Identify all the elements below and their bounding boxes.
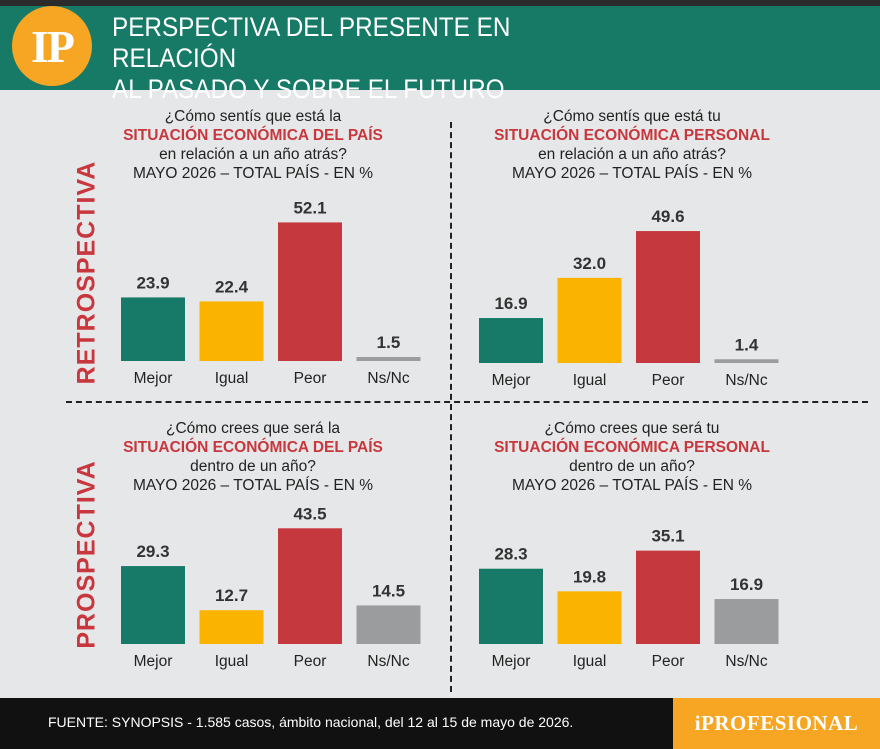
bar-peor [278, 528, 342, 644]
category-label-nsnc: Ns/Nc [367, 653, 409, 670]
data-label-nsnc: 1.4 [735, 335, 759, 354]
data-label-mejor: 29.3 [136, 542, 169, 561]
page-title-line1: PERSPECTIVA DEL PRESENTE EN RELACIÓN [112, 12, 511, 73]
data-label-mejor: 28.3 [494, 545, 527, 564]
ip-logo: IP [12, 6, 92, 86]
bar-nsnc [714, 599, 779, 644]
footer: FUENTE: SYNOPSIS - 1.585 casos, ámbito n… [0, 698, 880, 749]
category-label-igual: Igual [573, 372, 607, 389]
bar-mejor [121, 566, 185, 644]
question-line2: SITUACIÓN ECONÓMICA PERSONAL [494, 439, 770, 456]
category-label-igual: Igual [215, 370, 249, 387]
data-label-peor: 52.1 [293, 198, 326, 217]
question-line2: SITUACIÓN ECONÓMICA DEL PAÍS [123, 439, 383, 456]
chart-subtitle: MAYO 2026 – TOTAL PAÍS - EN % [511, 165, 753, 182]
vertical-divider [450, 122, 452, 692]
panel-head-retro-personal: ¿Cómo sentís que está tu SITUACIÓN ECONÓ… [442, 107, 822, 183]
question-line1: ¿Cómo sentís que está tu [543, 108, 721, 125]
chart-subtitle: MAYO 2026 – TOTAL PAÍS - EN % [511, 477, 753, 494]
question-line3: dentro de un año? [190, 458, 316, 475]
bar-peor [636, 550, 700, 644]
category-label-nsnc: Ns/Nc [725, 653, 767, 670]
question-line1: ¿Cómo crees que será la [165, 420, 341, 437]
data-label-peor: 35.1 [651, 527, 684, 546]
category-label-mejor: Mejor [134, 370, 173, 387]
page-title-line2: AL PASADO Y SOBRE EL FUTURO [112, 74, 505, 104]
bar-nsnc [714, 359, 779, 363]
data-label-igual: 19.8 [573, 567, 606, 586]
bar-igual [557, 591, 622, 644]
horizontal-divider [66, 401, 868, 403]
category-label-peor: Peor [652, 372, 685, 389]
data-label-mejor: 23.9 [136, 273, 169, 292]
category-label-peor: Peor [294, 653, 327, 670]
category-label-igual: Igual [573, 653, 607, 670]
data-label-mejor: 16.9 [494, 294, 527, 313]
question-line2: SITUACIÓN ECONÓMICA DEL PAÍS [123, 127, 383, 144]
panel-head-prosp-personal: ¿Cómo crees que será tu SITUACIÓN ECONÓM… [442, 419, 822, 495]
header: IP PERSPECTIVA DEL PRESENTE EN RELACIÓN … [0, 0, 880, 104]
bar-igual [199, 301, 264, 361]
data-label-nsnc: 16.9 [730, 575, 763, 594]
category-label-igual: Igual [215, 653, 249, 670]
bar-mejor [479, 568, 543, 644]
data-label-igual: 22.4 [215, 277, 249, 296]
question-line2: SITUACIÓN ECONÓMICA PERSONAL [494, 127, 770, 144]
category-label-mejor: Mejor [492, 372, 531, 389]
header-top-band [0, 0, 880, 6]
question-line3: dentro de un año? [569, 458, 695, 475]
bar-peor [278, 222, 342, 361]
bar-nsnc [356, 605, 421, 644]
category-label-mejor: Mejor [134, 653, 173, 670]
data-label-nsnc: 1.5 [377, 333, 401, 352]
bar-mejor [479, 318, 543, 363]
data-label-peor: 49.6 [651, 207, 684, 226]
bar-nsnc [356, 357, 421, 361]
category-label-nsnc: Ns/Nc [725, 372, 767, 389]
bar-mejor [121, 297, 185, 361]
data-label-igual: 12.7 [215, 586, 248, 605]
page-title: PERSPECTIVA DEL PRESENTE EN RELACIÓN AL … [112, 12, 616, 105]
source-note: FUENTE: SYNOPSIS - 1.585 casos, ámbito n… [48, 714, 574, 730]
bar-igual [557, 277, 622, 363]
data-label-peor: 43.5 [293, 504, 326, 523]
bar-peor [636, 231, 700, 363]
question-line1: ¿Cómo crees que será tu [544, 420, 720, 437]
panel-head-prosp-pais: ¿Cómo crees que será la SITUACIÓN ECONÓM… [63, 419, 443, 495]
panel-head-retro-pais: ¿Cómo sentís que está la SITUACIÓN ECONÓ… [63, 107, 443, 183]
question-line3: en relación a un año atrás? [159, 146, 347, 163]
question-line3: en relación a un año atrás? [538, 146, 726, 163]
chart-subtitle: MAYO 2026 – TOTAL PAÍS - EN % [132, 477, 374, 494]
brand-logo: iPROFESIONAL [673, 698, 880, 749]
chart-subtitle: MAYO 2026 – TOTAL PAÍS - EN % [132, 165, 374, 182]
data-label-igual: 32.0 [573, 254, 606, 273]
category-label-peor: Peor [652, 653, 685, 670]
category-label-mejor: Mejor [492, 653, 531, 670]
data-label-nsnc: 14.5 [372, 581, 405, 600]
bar-igual [199, 610, 264, 644]
question-line1: ¿Cómo sentís que está la [164, 108, 342, 125]
category-label-peor: Peor [294, 370, 327, 387]
category-label-nsnc: Ns/Nc [367, 370, 409, 387]
